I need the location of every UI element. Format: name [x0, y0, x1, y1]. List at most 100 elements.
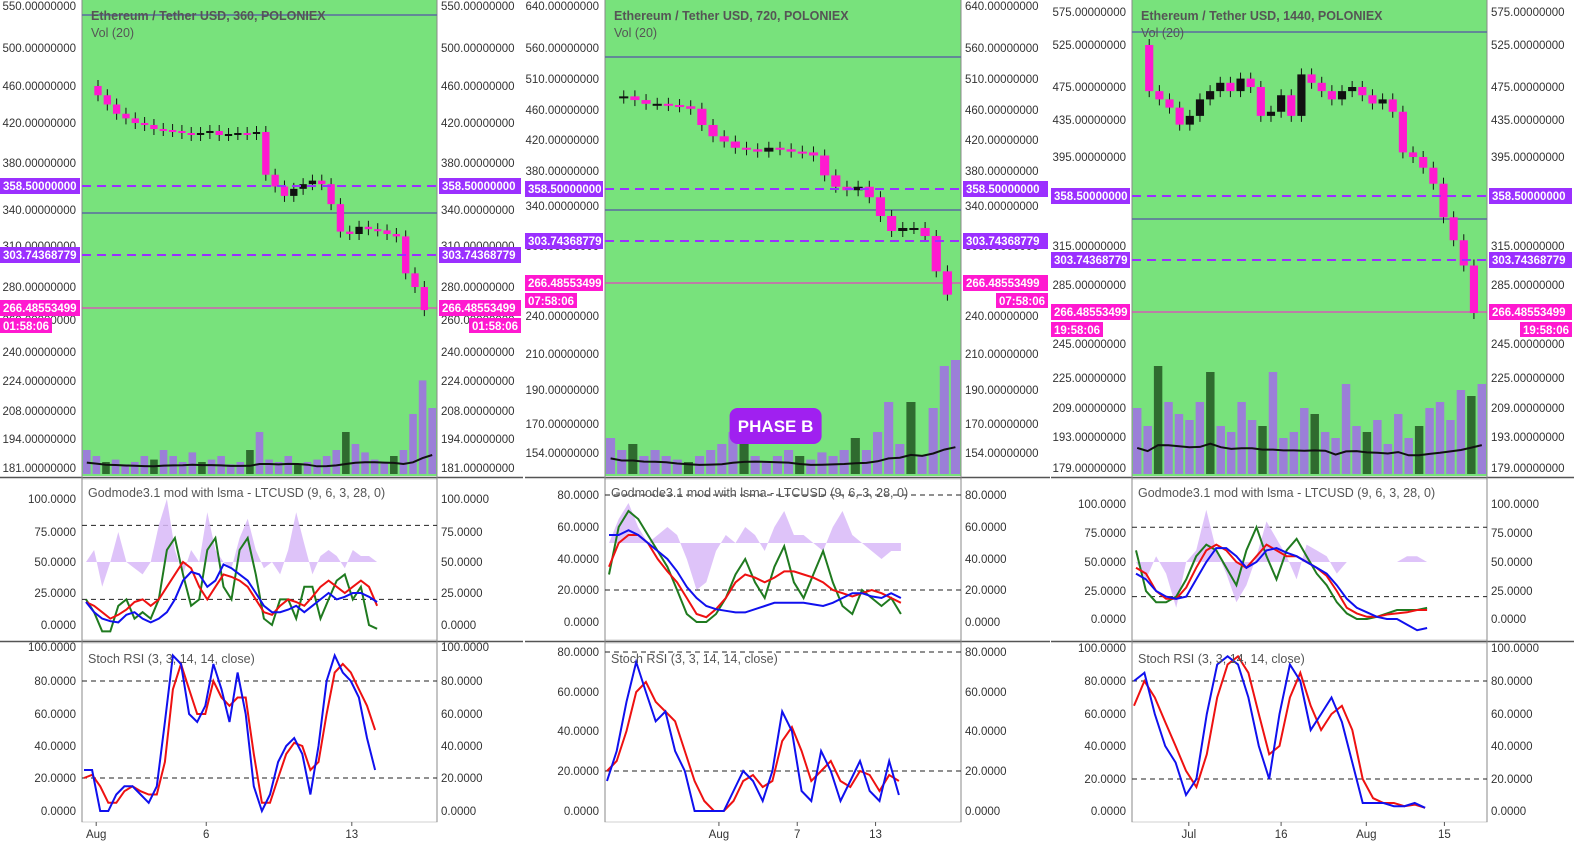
volume-bar: [83, 450, 91, 474]
godmode-area: [1136, 509, 1428, 608]
price-tick-label-right: 340.00000000: [965, 201, 1039, 213]
volume-bar: [332, 450, 341, 474]
volume-ma-line: [86, 454, 433, 468]
volume-bar: [873, 432, 883, 474]
price-tick-label-right: 395.00000000: [1491, 152, 1565, 164]
price-tick-label-right: 280.00000000: [441, 282, 515, 294]
candle-body: [797, 151, 807, 154]
stoch-tick-label-left: 80.0000: [557, 647, 599, 659]
price-level-tag-right-text: 303.74368779: [966, 236, 1040, 248]
volume-bar: [380, 462, 389, 474]
volume-bar: [1268, 372, 1278, 474]
price-tick-label-left: 380.00000000: [525, 166, 599, 178]
candle-body: [1297, 74, 1306, 116]
volume-bar: [370, 459, 379, 474]
price-tick-label-left: 210.00000000: [525, 349, 599, 361]
stoch-d-line: [606, 680, 900, 812]
price-level-tag-right-text: 358.50000000: [1492, 191, 1566, 203]
candle-body: [663, 103, 673, 106]
volume-bar: [750, 456, 760, 474]
price-tick-label-left: 340.00000000: [2, 205, 76, 217]
stoch-tick-label-left: 60.0000: [1084, 709, 1126, 721]
price-tick-label-left: 460.00000000: [525, 105, 599, 117]
candle-body: [150, 125, 158, 129]
godmode-tick-label-right: 0.0000: [965, 617, 1000, 629]
price-level-tag-right: [1489, 188, 1572, 204]
candle-body: [346, 231, 354, 234]
countdown-tag-right: [469, 318, 521, 333]
candle-body: [1145, 45, 1154, 92]
volume-bar: [1383, 444, 1393, 474]
candle-body: [140, 123, 149, 125]
candle-body: [753, 149, 763, 152]
price-tick-label-left: 380.00000000: [2, 158, 76, 170]
price-tick-label-left: 575.00000000: [1052, 7, 1126, 19]
candle-body: [1236, 78, 1245, 92]
x-tick-label: 7: [794, 829, 800, 841]
volume-bar: [236, 462, 245, 474]
phase-annotation-box: [729, 408, 822, 444]
candle-body: [262, 132, 270, 175]
volume-bar: [92, 456, 101, 474]
godmode-tick-label-left: 25.0000: [1084, 586, 1126, 598]
stoch-tick-label-right: 40.0000: [441, 741, 483, 753]
price-level-tag-right: [1489, 252, 1572, 268]
volume-bar: [351, 444, 360, 474]
volume-bar: [1237, 402, 1246, 474]
candle-body: [392, 234, 401, 237]
volume-bar: [1341, 384, 1351, 474]
godmode-tick-label-right: 0.0000: [1491, 614, 1526, 626]
chart-title: Ethereum / Tether USD, 720, POLONIEX: [614, 9, 849, 23]
candle-body: [318, 180, 326, 185]
price-tick-label-left: 190.00000000: [525, 385, 599, 397]
price-level-tag-left: [525, 233, 603, 249]
volume-bar: [159, 450, 168, 474]
volume-bar: [1216, 426, 1225, 474]
candle-body: [1165, 99, 1174, 108]
price-tick-label-left: 435.00000000: [1052, 115, 1126, 127]
volume-bar: [950, 360, 960, 474]
godmode-tick-label-right: 75.0000: [1491, 528, 1533, 540]
candle-body: [1155, 91, 1164, 100]
chart-title: Ethereum / Tether USD, 1440, POLONIEX: [1141, 9, 1383, 23]
price-tick-label-right: 420.00000000: [441, 118, 515, 130]
price-tick-label-right: 285.00000000: [1491, 280, 1565, 292]
price-tick-label-right: 575.00000000: [1491, 7, 1565, 19]
price-level-tag-left: [1051, 188, 1130, 204]
stoch-tick-label-right: 80.0000: [1491, 676, 1533, 688]
volume-bar: [1435, 402, 1445, 474]
countdown-text-right: 19:58:06: [1523, 325, 1569, 337]
countdown-text-right: 01:58:06: [472, 321, 518, 333]
godmode-red-line: [608, 534, 902, 619]
candle-body: [775, 147, 785, 150]
x-tick-label: Aug: [1356, 829, 1376, 841]
candle-body: [1378, 99, 1387, 104]
candle-body: [290, 188, 298, 196]
volume-bar: [111, 459, 120, 474]
volume-bar: [939, 366, 949, 474]
price-tick-label-left: 285.00000000: [1052, 280, 1126, 292]
price-level-tag-right: [1489, 304, 1572, 320]
stoch-pane-background: [604, 642, 962, 823]
price-tick-label-right: 224.00000000: [441, 376, 515, 388]
price-tick-label-left: 208.00000000: [2, 406, 76, 418]
stoch-tick-label-left: 40.0000: [557, 726, 599, 738]
price-level-tag-left: [0, 300, 80, 316]
volume-bar: [303, 462, 312, 474]
volume-bar: [246, 450, 254, 474]
price-tick-label-right: 240.00000000: [965, 311, 1039, 323]
candle-body: [196, 133, 205, 135]
price-tick-label-right: 245.00000000: [1491, 339, 1565, 351]
stoch-tick-label-right: 100.0000: [1491, 643, 1539, 655]
candle-body: [741, 147, 752, 150]
godmode-tick-label-left: 25.0000: [34, 588, 76, 600]
candle-body: [1337, 91, 1347, 100]
price-tick-label-left: 420.00000000: [2, 118, 76, 130]
godmode-tick-label-right: 100.0000: [1491, 499, 1539, 511]
stoch-tick-label-right: 80.0000: [441, 676, 483, 688]
stoch-tick-label-left: 20.0000: [557, 766, 599, 778]
volume-bar: [284, 456, 293, 474]
price-level-tag-right: [439, 178, 521, 194]
stoch-tick-label-left: 100.0000: [1078, 643, 1126, 655]
